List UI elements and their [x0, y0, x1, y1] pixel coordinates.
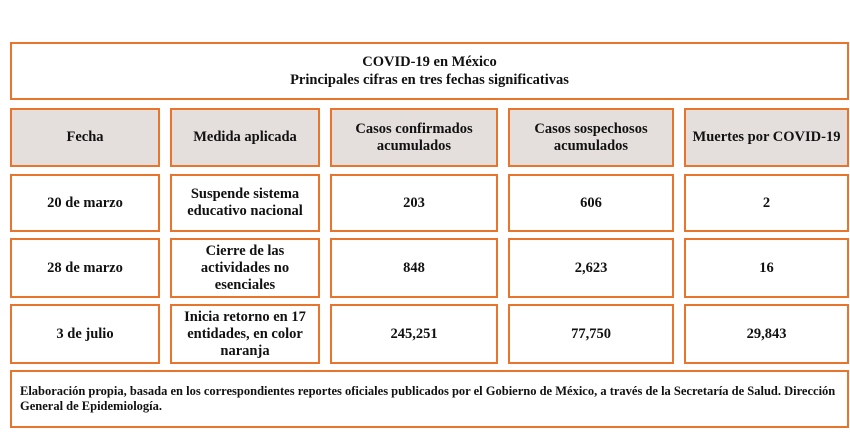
table-row-3-medida: Inicia retorno en 17 entidades, en color… — [170, 304, 320, 364]
cell-sospechosos: 77,750 — [571, 325, 611, 342]
cell-medida: Cierre de las actividades no esenciales — [200, 242, 290, 293]
cell-confirmados: 203 — [403, 194, 425, 211]
table-row-1-muertes: 2 — [684, 174, 849, 232]
table-row-3-fecha: 3 de julio — [10, 304, 160, 364]
table-row-3-muertes: 29,843 — [684, 304, 849, 364]
header-medida-label: Medida aplicada — [193, 129, 297, 145]
table-row-1-sospechosos: 606 — [508, 174, 674, 232]
cell-fecha: 28 de marzo — [47, 259, 123, 276]
cell-sospechosos: 2,623 — [574, 259, 608, 276]
header-muertes-label: Muertes por COVID-19 — [692, 129, 841, 145]
cell-confirmados: 848 — [403, 259, 425, 276]
header-muertes: Muertes por COVID-19 — [684, 108, 849, 167]
cell-muertes: 29,843 — [746, 325, 787, 342]
cell-sospechosos: 606 — [580, 194, 602, 211]
cell-muertes: 16 — [759, 259, 774, 276]
cell-confirmados: 245,251 — [390, 325, 438, 342]
header-confirmados-label: Casos confirmados acumulados — [355, 120, 473, 154]
table-row-3-sospechosos: 77,750 — [508, 304, 674, 364]
table-title: COVID-19 en México Principales cifras en… — [10, 42, 849, 100]
table-row-1-confirmados: 203 — [330, 174, 498, 232]
table-row-2-confirmados: 848 — [330, 238, 498, 298]
header-sospechosos: Casos sospechosos acumulados — [508, 108, 674, 167]
cell-medida: Suspende sistema educativo nacional — [187, 186, 303, 219]
title-line-2: Principales cifras en tres fechas signif… — [290, 72, 569, 88]
table-row-3-confirmados: 245,251 — [330, 304, 498, 364]
header-fecha-label: Fecha — [66, 129, 104, 145]
cell-medida: Inicia retorno en 17 entidades, en color… — [184, 308, 306, 359]
header-sospechosos-label: Casos sospechosos acumulados — [534, 120, 648, 154]
source-note-text: Elaboración propia, basada en los corres… — [20, 384, 836, 413]
source-note: Elaboración propia, basada en los corres… — [10, 370, 849, 428]
header-medida: Medida aplicada — [170, 108, 320, 167]
table-row-2-sospechosos: 2,623 — [508, 238, 674, 298]
cell-fecha: 20 de marzo — [47, 194, 123, 211]
table-row-2-fecha: 28 de marzo — [10, 238, 160, 298]
header-confirmados: Casos confirmados acumulados — [330, 108, 498, 167]
table-row-2-medida: Cierre de las actividades no esenciales — [170, 238, 320, 298]
table-row-1-fecha: 20 de marzo — [10, 174, 160, 232]
table-row-1-medida: Suspende sistema educativo nacional — [170, 174, 320, 232]
cell-muertes: 2 — [762, 194, 771, 211]
cell-fecha: 3 de julio — [56, 325, 114, 342]
header-fecha: Fecha — [10, 108, 160, 167]
title-line-1: COVID-19 en México — [362, 54, 497, 70]
table-row-2-muertes: 16 — [684, 238, 849, 298]
